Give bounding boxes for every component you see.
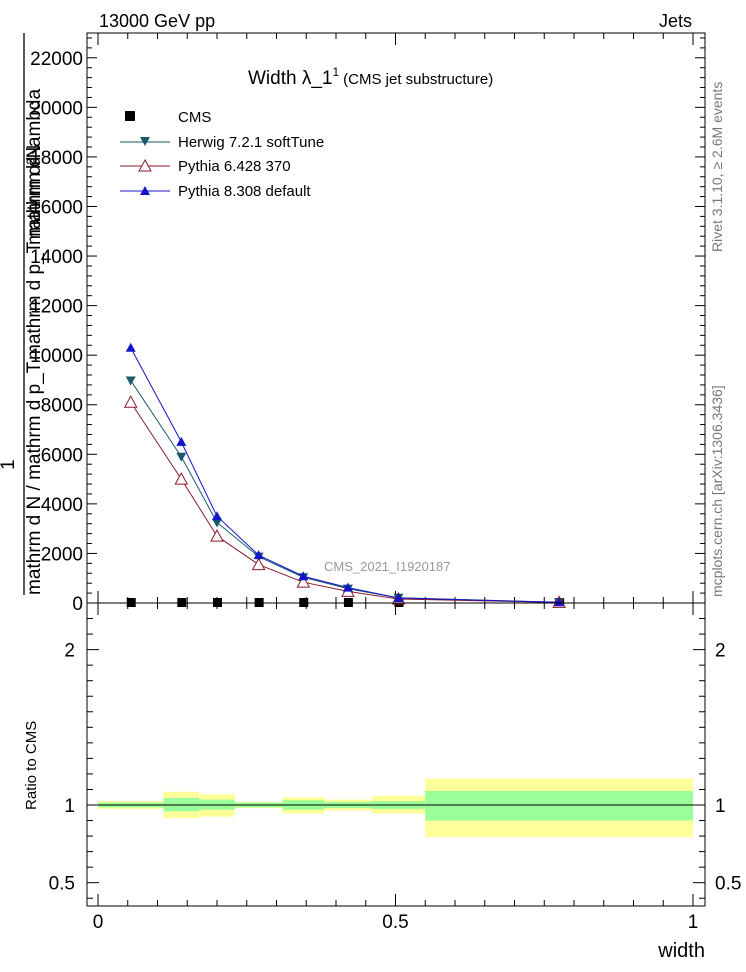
y-tick-label: 22000 [30,49,83,70]
ratio-y-tick-label: 2 [64,641,75,662]
legend-marker-pythia6 [138,158,152,172]
pythia6-point [210,529,224,542]
main-panel: 0 2000 4000 6000 8000 10000 12000 14000 16000 180… [0,32,706,615]
pythia6-point [174,472,189,485]
legend-label-pythia6: Pythia 6.428 370 [178,158,291,175]
mcplots-label: mcplots.cern.ch [arXiv:1306.3436] [709,385,725,597]
y-label-line-2: mathrm d p_T mathrm d lambda [24,89,45,360]
ratio-bands [98,778,693,837]
y-tick-label: 20000 [30,98,83,119]
pythia8-point [176,436,187,446]
chart-title-main: Width λ_1 [248,68,332,89]
energy-label: 13000 GeV pp [99,11,215,31]
legend-label-herwig: Herwig 7.2.1 softTune [178,134,324,151]
herwig-point [176,452,187,462]
y-tick-label: 4000 [41,495,83,516]
pythia8-point [253,550,264,560]
ratio-y-tick-label: 0.5 [49,874,75,895]
y-label-prefix: 1 [0,459,19,470]
y-tick-label: 14000 [30,247,83,268]
pythia8-point [298,571,309,581]
ratio-frame [86,602,706,907]
ratio-y-axis-label: Ratio to CMS [23,721,40,810]
ratio-y-tick-label-right: 2 [715,641,726,662]
y-tick-label: 0 [72,594,83,615]
pythia8-point [125,342,136,352]
x-tick-label: 1 [688,912,699,933]
pythia6-point [296,575,311,588]
x-tick-label: 0.5 [382,912,408,933]
y-tick-label: 8000 [41,396,83,417]
main-y-axis-label: 1 mathrm d²N mathrm d p_T mathrm d lambd… [0,33,45,595]
pythia8-point [212,511,222,521]
ratio-y-tick-label-right: 1 [715,796,726,817]
chart-title: Width λ_11 (CMS jet substructure) [248,65,493,89]
legend-label-cms: CMS [178,109,211,126]
legend-marker-pythia8 [140,186,150,195]
y-tick-label: 18000 [30,148,83,169]
pythia8-point [554,597,565,607]
pythia8-point [393,593,404,603]
y-tick-label: 12000 [30,297,83,318]
y-label-line-1: mathrm d²N [24,145,45,245]
jets-label: Jets [659,11,692,31]
ratio-y-tick-label-right: 0.5 [715,874,741,895]
legend-label-pythia8: Pythia 8.308 default [178,183,311,200]
y-tick-label: 10000 [30,346,83,367]
series-line-2 [130,401,560,603]
x-tick-label: 0 [93,912,104,933]
ratio-y-tick-label: 1 [64,796,75,817]
herwig-point [125,376,136,386]
ratio-y-ticks: 0.5 0.5 1 1 2 2 [49,618,741,899]
pythia6-point [251,557,266,571]
legend-marker-cms [125,111,135,121]
ratio-panel: 0.5 0.51 12 2 0 0.5 1 Ratio to CMS width [23,602,741,962]
x-axis-label: width [657,940,705,962]
chart-title-sup: 1 [332,65,339,79]
rivet-label: Rivet 3.1.10, ≥ 2.6M events [709,82,725,252]
legend-marker-herwig [140,137,150,146]
y-tick-label: 2000 [41,544,83,565]
legend: CMS Herwig 7.2.1 softTune Pythia 6.428 3… [120,109,324,200]
analysis-label: CMS_2021_I1920187 [324,559,451,574]
series-line-3 [130,347,560,603]
y-tick-label: 16000 [30,197,83,218]
pythia6-point [123,395,138,408]
y-tick-label: 6000 [41,445,83,466]
chart-subtitle: (CMS jet substructure) [343,71,493,88]
y-label-line-4: mathrm d N / mathrm d p_T [24,361,45,595]
stat-uncertainty-band [425,791,693,821]
main-y-ticks: 0 2000 4000 6000 8000 10000 12000 14000 16000 180… [30,37,705,615]
ratio-x-ticks: 0 0.5 1 [93,603,699,933]
herwig-point [212,518,222,528]
pythia8-point [342,582,353,592]
